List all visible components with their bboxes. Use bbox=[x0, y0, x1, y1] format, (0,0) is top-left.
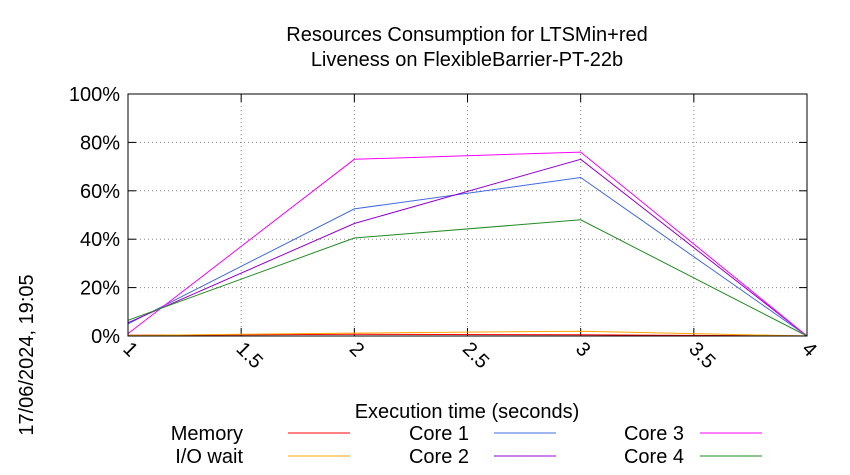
x-tick-label: 3.5 bbox=[684, 338, 719, 373]
legend-label-core-2: Core 2 bbox=[409, 446, 469, 468]
series-line-core-3 bbox=[127, 151, 808, 337]
series-lines bbox=[127, 151, 808, 337]
series-line-core-2 bbox=[127, 158, 808, 337]
y-tick-label: 60% bbox=[80, 181, 120, 203]
series-line-core-1 bbox=[127, 176, 808, 337]
legend-label-core-3: Core 3 bbox=[624, 423, 684, 445]
series-line-i-o-wait bbox=[127, 330, 808, 337]
x-tick-label: 2.5 bbox=[458, 338, 493, 373]
legend-label-core-4: Core 4 bbox=[624, 446, 684, 468]
legend-label-i-o-wait: I/O wait bbox=[175, 446, 243, 468]
plot-frame bbox=[127, 93, 808, 337]
legend-label-core-1: Core 1 bbox=[409, 423, 469, 445]
y-tick-label: 80% bbox=[80, 132, 120, 154]
series-line-core-4 bbox=[127, 219, 808, 337]
x-tick-label: 4 bbox=[797, 338, 820, 361]
y-tick-label: 0% bbox=[91, 326, 120, 348]
x-tick-label: 1.5 bbox=[232, 338, 267, 373]
y-tick-label: 20% bbox=[80, 278, 120, 300]
x-tick-label: 1 bbox=[118, 338, 141, 361]
y-tick-label: 100% bbox=[69, 84, 120, 106]
x-tick-label: 3 bbox=[571, 338, 594, 361]
y-tick-label: 40% bbox=[80, 229, 120, 251]
grid bbox=[128, 94, 807, 336]
x-tick-label: 2 bbox=[345, 338, 368, 361]
side-timestamp: 17/06/2024, 19:05 bbox=[16, 274, 38, 435]
x-axis-ticks: 1 1.5 2 2.5 3 3.5 4 bbox=[118, 94, 821, 373]
chart-subtitle: Liveness on FlexibleBarrier-PT-22b bbox=[311, 49, 623, 71]
y-axis-ticks: 0% 20% 40% 60% 80% 100% bbox=[69, 84, 807, 348]
x-axis-label: Execution time (seconds) bbox=[355, 401, 580, 423]
chart-title: Resources Consumption for LTSMin+red bbox=[286, 24, 647, 46]
legend-label-memory: Memory bbox=[171, 423, 243, 445]
